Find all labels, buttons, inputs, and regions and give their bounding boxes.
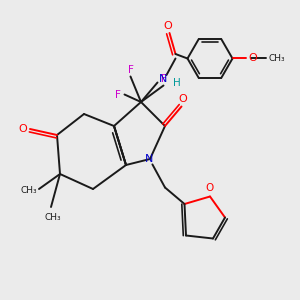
Text: CH₃: CH₃: [44, 213, 61, 222]
Text: CH₃: CH₃: [20, 186, 37, 195]
Text: F: F: [115, 89, 121, 100]
Text: F: F: [128, 65, 134, 75]
Text: O: O: [178, 94, 188, 104]
Text: N: N: [145, 154, 154, 164]
Text: H: H: [173, 77, 181, 88]
Text: O: O: [164, 20, 172, 31]
Text: CH₃: CH₃: [268, 54, 285, 63]
Text: O: O: [18, 124, 27, 134]
Text: O: O: [206, 183, 214, 193]
Text: F: F: [161, 74, 167, 84]
Text: N: N: [159, 74, 168, 85]
Text: O: O: [248, 53, 257, 64]
